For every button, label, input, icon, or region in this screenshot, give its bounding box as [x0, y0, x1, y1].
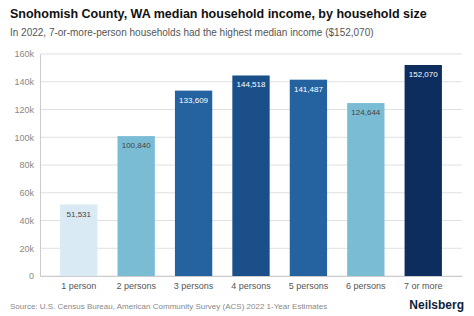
- y-tick-label: 20k: [19, 244, 34, 254]
- x-tick-label: 7 or more: [404, 281, 443, 291]
- y-axis: 0 20k 40k 60k 80k 100k 120k 140k 160k: [14, 49, 40, 281]
- data-label: 100,840: [122, 141, 151, 150]
- data-label: 144,518: [237, 80, 266, 89]
- branding: Neilsberg: [409, 298, 464, 312]
- x-tick: 5 persons: [289, 281, 329, 291]
- y-tick-label: 140k: [14, 77, 34, 87]
- y-tick: 20k: [19, 244, 40, 254]
- x-tick: 2 persons: [116, 281, 156, 291]
- bar: [118, 136, 155, 276]
- grid-line: [40, 54, 462, 55]
- bar: [290, 80, 327, 276]
- data-label: 152,070: [409, 70, 438, 79]
- x-tick-label: 1 person: [61, 281, 96, 291]
- y-tick: 40k: [19, 216, 40, 226]
- bar: [60, 205, 97, 276]
- y-tick-label: 100k: [14, 133, 34, 143]
- bar: [175, 91, 212, 276]
- data-label: 51,531: [67, 210, 92, 219]
- x-axis: 1 person 2 persons 3 persons 4 persons 5 per…: [41, 277, 463, 292]
- data-label: 141,487: [294, 85, 323, 94]
- y-axis-line: [40, 55, 41, 277]
- y-tick: 120k: [14, 105, 40, 115]
- bar: [232, 75, 269, 276]
- x-tick-label: 4 persons: [231, 281, 271, 291]
- x-tick-label: 5 persons: [289, 281, 329, 291]
- data-label: 133,609: [179, 96, 208, 105]
- data-labels: 51,531 100,840 133,609 144,518 141,487 124,64…: [67, 70, 439, 218]
- grid: [40, 54, 462, 276]
- y-tick: 100k: [14, 133, 40, 143]
- y-tick: 60k: [19, 188, 40, 198]
- x-axis-line: [41, 276, 463, 277]
- x-tick-label: 2 persons: [116, 281, 156, 291]
- title: Snohomish County, WA median household in…: [10, 7, 427, 21]
- bars: [60, 65, 442, 276]
- x-tick: 6 persons: [346, 281, 386, 291]
- subtitle: In 2022, 7-or-more-person households had…: [10, 27, 374, 38]
- bar: [405, 65, 442, 276]
- x-tick: 1 person: [61, 281, 96, 291]
- x-tick-label: 3 persons: [174, 281, 214, 291]
- x-tick-label: 6 persons: [346, 281, 386, 291]
- y-tick-label: 40k: [19, 216, 34, 226]
- bar: [347, 103, 384, 276]
- y-tick: 160k: [14, 49, 40, 59]
- y-tick: 140k: [14, 77, 40, 87]
- x-tick: 7 or more: [404, 281, 443, 291]
- y-tick: 80k: [19, 160, 40, 170]
- y-tick-label: 120k: [14, 105, 34, 115]
- source: Source: U.S. Census Bureau, American Com…: [10, 302, 327, 311]
- x-tick: 3 persons: [174, 281, 214, 291]
- plot: 51,531 100,840 133,609 144,518 141,487 124,64…: [14, 49, 462, 291]
- x-tick: 4 persons: [231, 281, 271, 291]
- y-tick-label: 80k: [19, 160, 34, 170]
- chart: Snohomish County, WA median household in…: [0, 0, 474, 316]
- y-tick-label: 160k: [14, 49, 34, 59]
- y-tick-label: 0: [29, 271, 34, 281]
- y-tick: 0: [29, 271, 40, 281]
- y-tick-label: 60k: [19, 188, 34, 198]
- data-label: 124,644: [351, 108, 380, 117]
